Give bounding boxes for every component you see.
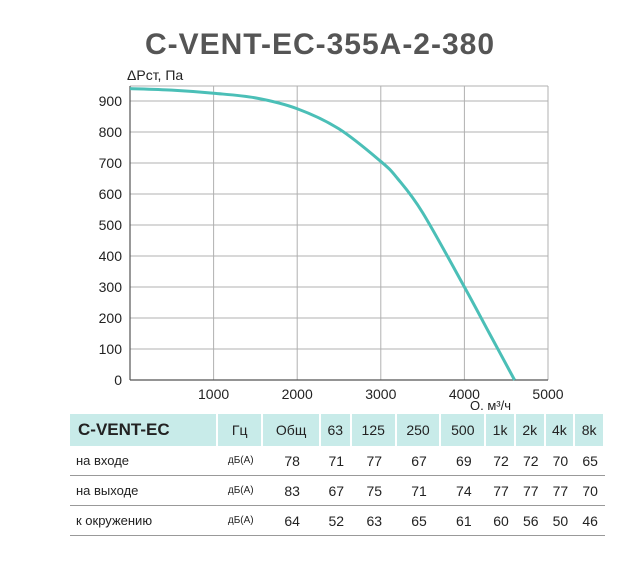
table-cell: 67 — [320, 476, 352, 506]
table-row: к окружению дБ(А) 64 52 63 65 61 60 56 50 46 — [70, 506, 605, 536]
table-row: на входе дБ(А) 78 71 77 67 69 72 72 70 65 — [70, 446, 605, 476]
x-tick-label: 3000 — [365, 386, 396, 402]
table-cell: 56 — [515, 506, 546, 536]
row-label: на входе — [70, 446, 218, 476]
table-header-cell: 4k — [545, 414, 576, 446]
y-tick-label: 800 — [99, 124, 123, 140]
row-unit: дБ(А) — [218, 476, 264, 506]
table-cell: 65 — [396, 506, 442, 536]
row-label: к окружению — [70, 506, 218, 536]
table-cell: 70 — [575, 476, 605, 506]
table-header-cell: 63 — [320, 414, 352, 446]
noise-table: C-VENT-EC Гц Общ 63 125 250 500 1k 2k 4k 8k на вхо… — [70, 414, 605, 536]
table-model-name: C-VENT-EC — [70, 414, 218, 446]
y-tick-label: 100 — [99, 341, 123, 357]
x-axis-label: Q, м³/ч — [470, 398, 511, 410]
y-tick-label: 900 — [99, 93, 123, 109]
x-tick-label: 4000 — [449, 386, 480, 402]
series-line — [129, 87, 516, 381]
y-tick-label: 500 — [99, 217, 123, 233]
table-cell: 78 — [263, 446, 321, 476]
table-cell: 50 — [545, 506, 576, 536]
table-cell: 77 — [515, 476, 546, 506]
table-cell: 72 — [486, 446, 516, 476]
table-cell: 74 — [441, 476, 487, 506]
y-tick-label: 200 — [99, 310, 123, 326]
x-tick-label: 1000 — [198, 386, 229, 402]
table-header-cell: Гц — [218, 414, 264, 446]
table-cell: 75 — [351, 476, 397, 506]
table-row: на выходе дБ(А) 83 67 75 71 74 77 77 77 70 — [70, 476, 605, 506]
table-cell: 60 — [486, 506, 516, 536]
x-tick-label: 2000 — [282, 386, 313, 402]
x-tick-labels: 1000 2000 3000 4000 5000 — [198, 386, 564, 402]
table-cell: 67 — [396, 446, 442, 476]
row-label: на выходе — [70, 476, 218, 506]
y-tick-label: 0 — [114, 372, 122, 388]
table-header-cell: 500 — [441, 414, 487, 446]
row-unit: дБ(А) — [218, 446, 264, 476]
grid — [129, 85, 549, 381]
table-header-cell: 125 — [351, 414, 397, 446]
x-tick-label: 5000 — [532, 386, 563, 402]
table-header-cell: Общ — [263, 414, 321, 446]
chart-title: C-VENT-EC-355A-2-380 — [144, 28, 496, 61]
table-header-cell: 2k — [515, 414, 546, 446]
table-cell: 77 — [351, 446, 397, 476]
y-tick-labels: 0 100 200 300 400 500 600 700 800 900 — [99, 93, 123, 388]
y-tick-label: 400 — [99, 248, 123, 264]
table-cell: 77 — [545, 476, 576, 506]
table-cell: 70 — [545, 446, 576, 476]
y-axis-label: ΔPст, Па — [127, 67, 183, 83]
table-cell: 61 — [441, 506, 487, 536]
y-tick-label: 600 — [99, 186, 123, 202]
table-cell: 63 — [351, 506, 397, 536]
table-cell: 69 — [441, 446, 487, 476]
table-cell: 64 — [263, 506, 321, 536]
table-header-cell: 8k — [575, 414, 605, 446]
chart-svg: 0 100 200 300 400 500 600 700 800 900 1000 2000 300… — [99, 67, 564, 410]
table-header-row: C-VENT-EC Гц Общ 63 125 250 500 1k 2k 4k 8k — [70, 414, 605, 446]
table-cell: 71 — [320, 446, 352, 476]
y-tick-label: 700 — [99, 155, 123, 171]
table-header-cell: 1k — [486, 414, 516, 446]
table-cell: 65 — [575, 446, 605, 476]
table-cell: 52 — [320, 506, 352, 536]
table-cell: 72 — [515, 446, 546, 476]
table-cell: 83 — [263, 476, 321, 506]
row-unit: дБ(А) — [218, 506, 264, 536]
table-cell: 46 — [575, 506, 605, 536]
table-cell: 77 — [486, 476, 516, 506]
y-tick-label: 300 — [99, 279, 123, 295]
table-cell: 71 — [396, 476, 442, 506]
table-header-cell: 250 — [396, 414, 442, 446]
